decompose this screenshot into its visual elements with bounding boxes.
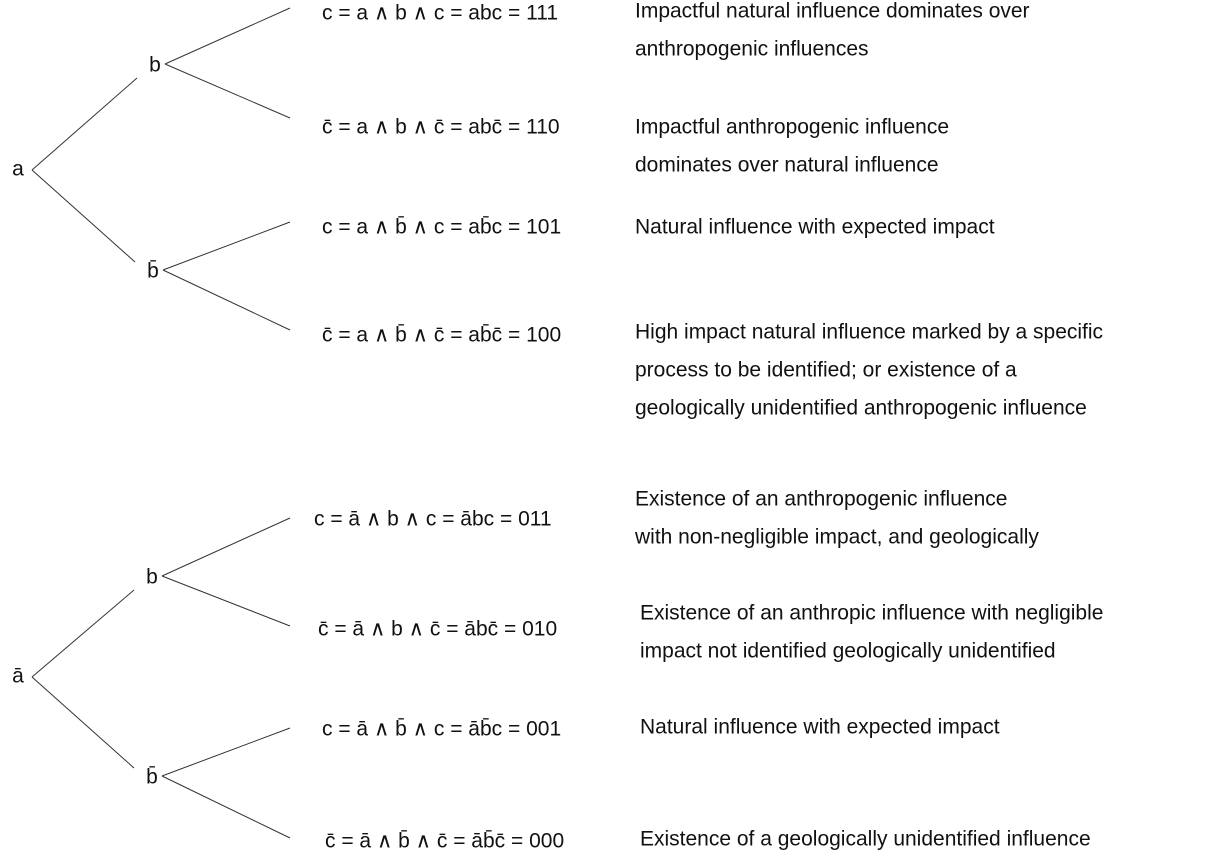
branch-label: b [149, 54, 161, 77]
edge [161, 517, 291, 577]
leaf-formula: c = ā ∧ b ∧ c = ābc = 011 [314, 508, 552, 531]
branch-label: b̄ [147, 259, 159, 282]
leaf-description: anthropogenic influences [635, 38, 869, 61]
leaf-description: Impactful natural influence dominates ov… [635, 0, 1030, 23]
edge [31, 77, 138, 171]
leaf-description: High impact natural influence marked by … [635, 321, 1103, 344]
edge [31, 169, 136, 263]
leaf-formula: c̄ = ā ∧ b̄ ∧ c̄ = āb̄c̄ = 000 [325, 829, 564, 852]
leaf-description: with non-negligible impact, and geologic… [634, 526, 1039, 549]
edge [161, 575, 291, 627]
leaf-formula: c̄ = a ∧ b ∧ c̄ = abc̄ = 110 [322, 116, 560, 139]
edge [31, 676, 135, 769]
leaf-formula: c = ā ∧ b̄ ∧ c = āb̄c = 001 [322, 717, 561, 740]
leaf-description: Existence of an anthropic influence with… [640, 602, 1103, 625]
edge [162, 269, 291, 331]
leaf-formula: c = a ∧ b̄ ∧ c = ab̄c = 101 [322, 215, 561, 238]
edge [31, 589, 135, 678]
leaf-formula: c = a ∧ b ∧ c = abc = 111 [322, 2, 558, 25]
leaf-description: dominates over natural influence [635, 154, 939, 177]
root-label: a [12, 158, 24, 181]
edge [162, 221, 291, 271]
leaf-description: geologically unidentified anthropogenic … [635, 397, 1087, 420]
edge [164, 63, 291, 119]
leaf-formula: c̄ = a ∧ b̄ ∧ c̄ = ab̄c̄ = 100 [322, 323, 561, 346]
root-label: ā [12, 665, 24, 688]
branch-label: b̄ [146, 765, 158, 788]
leaf-description: Existence of an anthropogenic influence [635, 488, 1007, 511]
edge [161, 775, 291, 839]
leaf-formula: c̄ = ā ∧ b ∧ c̄ = ābc̄ = 010 [318, 618, 557, 641]
leaf-description: Natural influence with expected impact [635, 216, 995, 239]
edge [161, 727, 291, 777]
leaf-description: Impactful anthropogenic influence [635, 116, 949, 139]
leaf-description: process to be identified; or existence o… [635, 359, 1017, 382]
leaf-description: Natural influence with expected impact [640, 716, 1000, 739]
branch-label: b [146, 566, 158, 589]
leaf-description: Existence of a geologically unidentified… [640, 828, 1091, 851]
edge [164, 7, 291, 65]
leaf-description: impact not identified geologically unide… [640, 640, 1056, 663]
